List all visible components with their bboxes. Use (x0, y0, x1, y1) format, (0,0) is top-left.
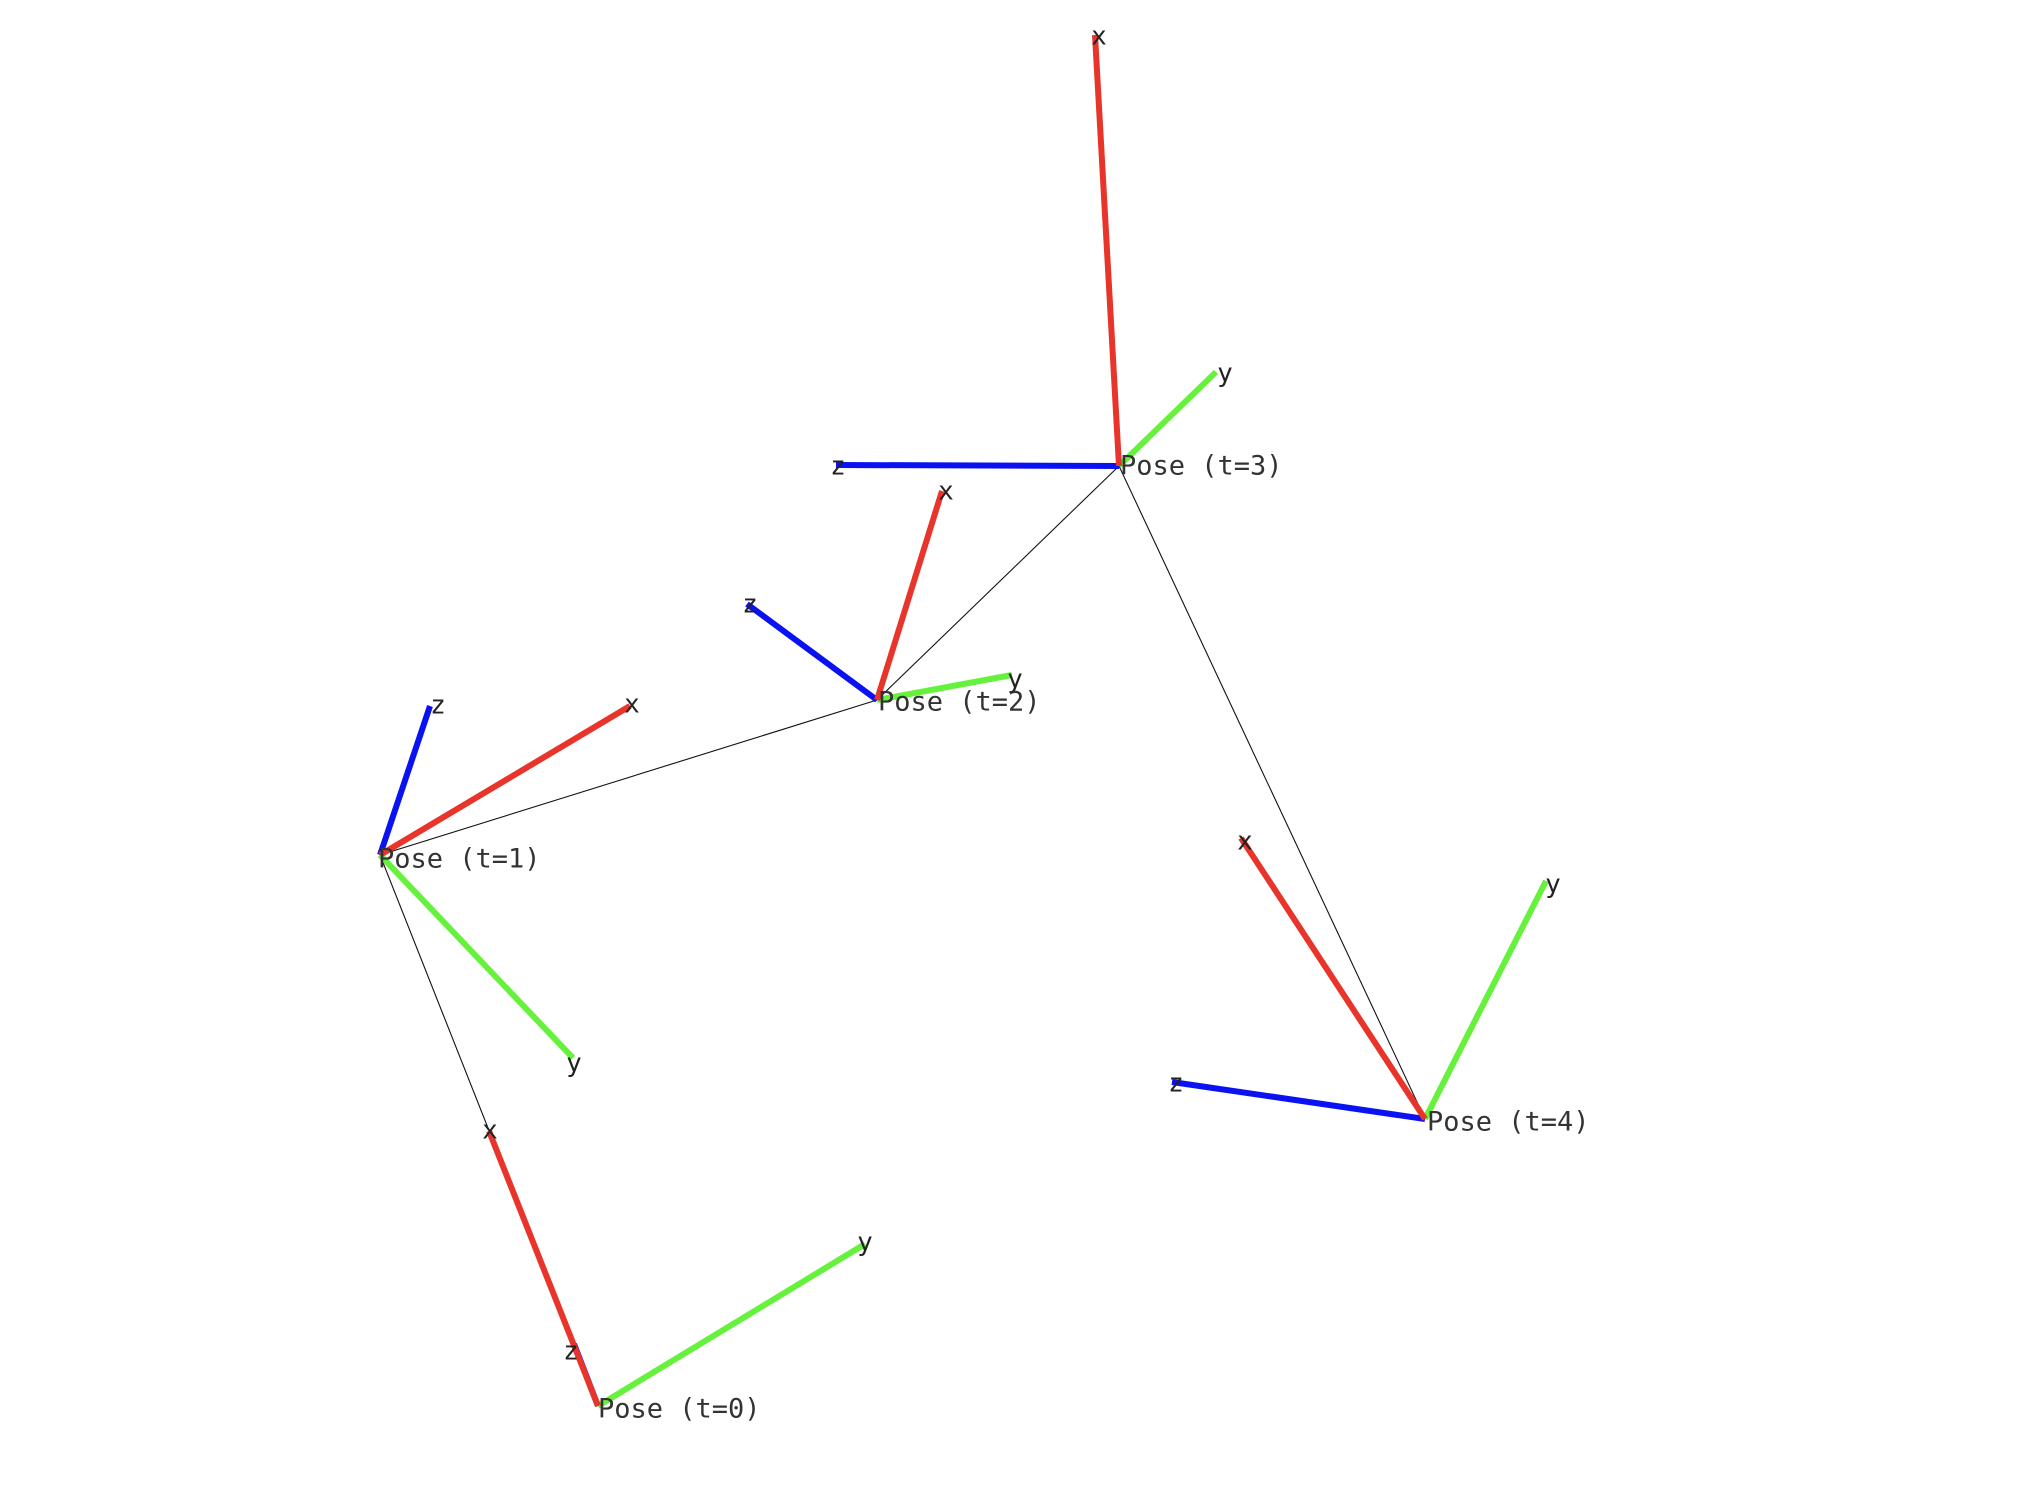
y-axis-line-t0 (596, 1241, 867, 1409)
y-axis-line-t4 (1422, 879, 1549, 1121)
pose-frame-t3: x y z Pose (t=3) (830, 22, 1282, 482)
z-axis-label-t4: z (1168, 1069, 1184, 1099)
trajectory-segment-t3-t4 (1118, 465, 1426, 1120)
y-axis-line-t2 (876, 672, 1013, 703)
x-axis-label-t2: x (938, 477, 954, 507)
z-axis-line-t3 (835, 462, 1120, 469)
pose-label-t3: Pose (t=3) (1120, 451, 1283, 482)
pose-frame-t2: x y z Pose (t=2) (742, 477, 1040, 718)
pose-frame-t4: x y z Pose (t=4) (1168, 827, 1589, 1138)
z-axis-line-t2 (745, 601, 879, 703)
z-axis-label-t1: z (430, 691, 446, 721)
z-axis-label-t2: z (742, 590, 758, 620)
z-axis-label-t0: z (563, 1337, 579, 1367)
y-axis-label-t3: y (1217, 359, 1233, 389)
y-axis-label-t2: y (1007, 665, 1023, 695)
y-axis-label-t4: y (1545, 870, 1561, 900)
y-axis-label-t0: y (857, 1228, 873, 1258)
x-axis-line-t3 (1092, 34, 1122, 467)
z-axis-label-t3: z (830, 452, 846, 482)
y-axis-label-t1: y (566, 1049, 582, 1079)
x-axis-label-t1: x (624, 690, 640, 720)
x-axis-label-t0: x (482, 1116, 498, 1146)
x-axis-line-t1 (378, 703, 632, 858)
pose-label-t1: Pose (t=1) (378, 844, 541, 875)
z-axis-line-t4 (1171, 1079, 1426, 1122)
z-axis-line-t1 (377, 705, 433, 856)
pose-frame-t1: x y z Pose (t=1) (377, 690, 640, 1079)
x-axis-label-t4: x (1237, 827, 1253, 857)
trajectory-segment-t2-t3 (876, 465, 1120, 701)
y-axis-line-t1 (377, 852, 576, 1061)
pose-label-t2: Pose (t=2) (878, 687, 1041, 718)
x-axis-line-t2 (874, 490, 945, 701)
pose-frame-t0: x y z Pose (t=0) (482, 1116, 873, 1425)
pose-label-t4: Pose (t=4) (1427, 1107, 1590, 1138)
x-axis-line-t4 (1238, 836, 1428, 1121)
trajectory-segment-t1-t2 (379, 699, 878, 856)
pose-label-t0: Pose (t=0) (598, 1394, 761, 1425)
y-axis-line-t3 (1116, 369, 1219, 469)
x-axis-line-t0 (486, 1129, 601, 1408)
x-axis-label-t3: x (1091, 22, 1107, 52)
